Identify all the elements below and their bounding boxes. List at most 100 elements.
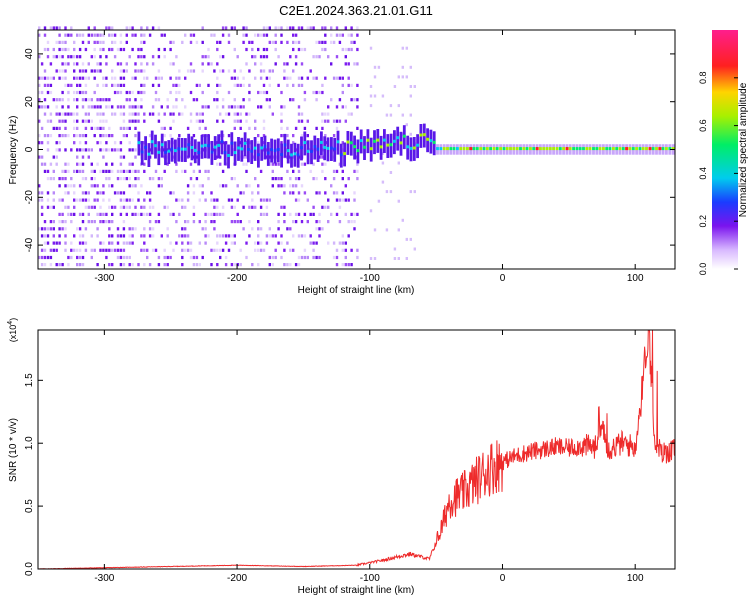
spectrogram-cell (111, 76, 114, 80)
spectrogram-cell (157, 263, 161, 267)
spectrogram-cell (292, 40, 295, 44)
spectrogram-cell (219, 234, 222, 238)
spectrogram-cell (221, 105, 225, 109)
spectrogram-cell (55, 55, 58, 59)
spectrogram-cell (397, 199, 400, 203)
spectrogram-cell (58, 141, 61, 145)
spectrogram-cell (318, 191, 321, 195)
spectrogram-cell (262, 26, 266, 30)
spectrogram-cell (210, 62, 213, 66)
spectrogram-cell (251, 198, 254, 202)
spectrogram-cell (397, 75, 400, 79)
spectrogram-cell (344, 255, 347, 260)
spectrogram-cell (369, 85, 373, 88)
spectrogram-cell (96, 33, 99, 37)
spectrogram-cell (485, 147, 489, 151)
spectrogram-cell (87, 198, 90, 202)
spectrogram-cell (335, 248, 339, 252)
spectrogram-cell (119, 148, 123, 152)
spectrogram-cell (369, 209, 373, 213)
spectrogram-cell (61, 119, 64, 123)
spectrogram-cell (111, 205, 114, 209)
spectrogram-cell (539, 147, 542, 151)
spectrogram-cell (274, 162, 277, 166)
spectrogram-cell (309, 169, 312, 173)
spectrogram-cell (251, 227, 254, 231)
spectrogram-cell (122, 205, 126, 209)
spectrogram-cell (216, 47, 219, 52)
spectrogram-cell (306, 76, 309, 80)
spectrogram-cell (608, 147, 612, 151)
spectrogram-cell (105, 248, 108, 252)
spectrogram-cell (198, 83, 201, 87)
spectrogram-cell (140, 184, 143, 188)
spectrogram-cell (81, 105, 85, 109)
spectrogram-cell (239, 248, 242, 252)
spectrogram-cell (125, 126, 128, 130)
spectrogram-cell (399, 141, 403, 145)
spectrogram-cell (64, 169, 67, 173)
spectrogram-cell (198, 220, 201, 224)
spectrogram-cell (343, 152, 346, 156)
spectrogram-cell (297, 234, 301, 238)
spectrogram-cell (401, 132, 404, 136)
spectrogram-cell (40, 62, 44, 66)
spectrogram-cell (286, 227, 289, 231)
spectrogram-cell (221, 55, 225, 59)
spectrogram-cell (297, 263, 301, 267)
spectrogram-cell (239, 220, 242, 224)
spectrogram-cell (90, 248, 93, 252)
spectrogram-cell (119, 90, 123, 95)
spectrogram-cell (73, 184, 76, 188)
spectrogram-cell (46, 105, 50, 109)
spectrogram-cell (257, 220, 260, 224)
spectrogram-cell (315, 220, 318, 224)
spectrogram-cell (469, 147, 473, 151)
spectrogram-cell (58, 227, 61, 231)
spectrogram-cell (154, 220, 158, 224)
spectrogram-cell (87, 33, 90, 37)
spectrogram-cell (90, 220, 93, 224)
spectrogram-cell (242, 26, 245, 30)
spectrogram-cell (46, 177, 50, 181)
spectrogram-cell (224, 184, 228, 188)
spectrogram-cell (108, 177, 111, 181)
spectrogram-cell (67, 162, 70, 166)
spectrogram-cell (292, 220, 295, 224)
x-tick-label: 0 (500, 573, 506, 584)
spectrogram-cell (93, 47, 96, 52)
spectrogram-cell (242, 205, 245, 209)
spectrogram-cell (369, 257, 373, 260)
spectrogram-cell (111, 40, 114, 44)
spectrogram-cell (67, 184, 70, 188)
spectrogram-cell (113, 148, 117, 152)
spectrogram-cell (143, 112, 146, 116)
spectrogram-cell (102, 148, 105, 152)
spectrogram-cell (87, 76, 90, 80)
spectrogram-cell (242, 98, 245, 102)
spectrogram-cell (105, 98, 108, 102)
spectrogram-cell (113, 33, 117, 37)
spectrogram-cell (128, 98, 131, 102)
y-tick-label: 40 (24, 48, 35, 60)
spectrogram-cell (236, 112, 239, 116)
spectrogram-cell (532, 147, 536, 151)
spectrogram-cell (645, 147, 648, 151)
spectrogram-cell (239, 105, 242, 109)
spectrogram-cell (227, 90, 231, 95)
spectrogram-cell (105, 141, 108, 145)
spectrogram-cell (216, 119, 219, 123)
colorbar-tick-label: 0.8 (698, 72, 708, 85)
spectrogram-cell (43, 47, 47, 52)
spectrogram-cell (439, 147, 443, 151)
y-tick-label: 20 (24, 96, 35, 108)
spectrogram-cell (96, 234, 99, 238)
spectrogram-cell (175, 76, 178, 80)
spectrogram-cell (294, 40, 298, 44)
spectrogram-cell (350, 40, 353, 44)
spectrogram-cell (233, 205, 236, 209)
spectrogram-cell (321, 83, 324, 87)
spectrogram-cell (40, 76, 44, 80)
spectrogram-cell (335, 55, 339, 59)
